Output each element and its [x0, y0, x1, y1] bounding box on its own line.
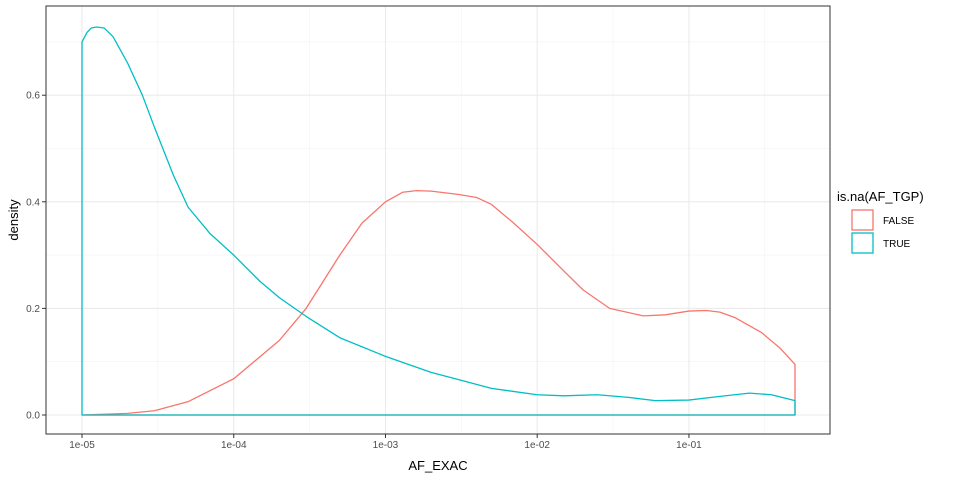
- y-axis-title: density: [6, 199, 21, 241]
- legend-key-true: [851, 232, 874, 254]
- y-tick-label: 0.4: [26, 197, 40, 208]
- x-tick-label: 1e-03: [373, 440, 399, 451]
- series-false-curve: [81, 189, 796, 416]
- y-tick-label: 0.6: [26, 91, 40, 102]
- x-tick-label: 1e-01: [676, 440, 702, 451]
- y-tick-label: 0.2: [26, 304, 40, 315]
- legend-title: is.na(AF_TGP): [837, 189, 924, 204]
- panel-background: [46, 6, 830, 434]
- plot-panel: [45, 5, 831, 435]
- x-tick-label: 1e-05: [69, 440, 95, 451]
- y-tick-label: 0.0: [26, 411, 40, 422]
- legend: is.na(AF_TGP) FALSE TRUE: [837, 189, 924, 254]
- density-curves: [81, 26, 796, 416]
- legend-items: FALSE TRUE: [851, 209, 914, 254]
- y-axis: 0.0 0.2 0.4 0.6: [26, 91, 46, 422]
- panel-border: [45, 5, 831, 435]
- x-axis: 1e-05 1e-04 1e-03 1e-02 1e-01: [69, 434, 702, 451]
- legend-key-false: [851, 209, 874, 231]
- x-axis-title: AF_EXAC: [408, 458, 467, 473]
- grid-lines: [46, 6, 830, 434]
- legend-label-false: FALSE: [883, 216, 914, 227]
- x-tick-label: 1e-02: [524, 440, 550, 451]
- x-tick-label: 1e-04: [221, 440, 247, 451]
- series-true-curve: [81, 26, 796, 416]
- legend-label-true: TRUE: [883, 239, 911, 250]
